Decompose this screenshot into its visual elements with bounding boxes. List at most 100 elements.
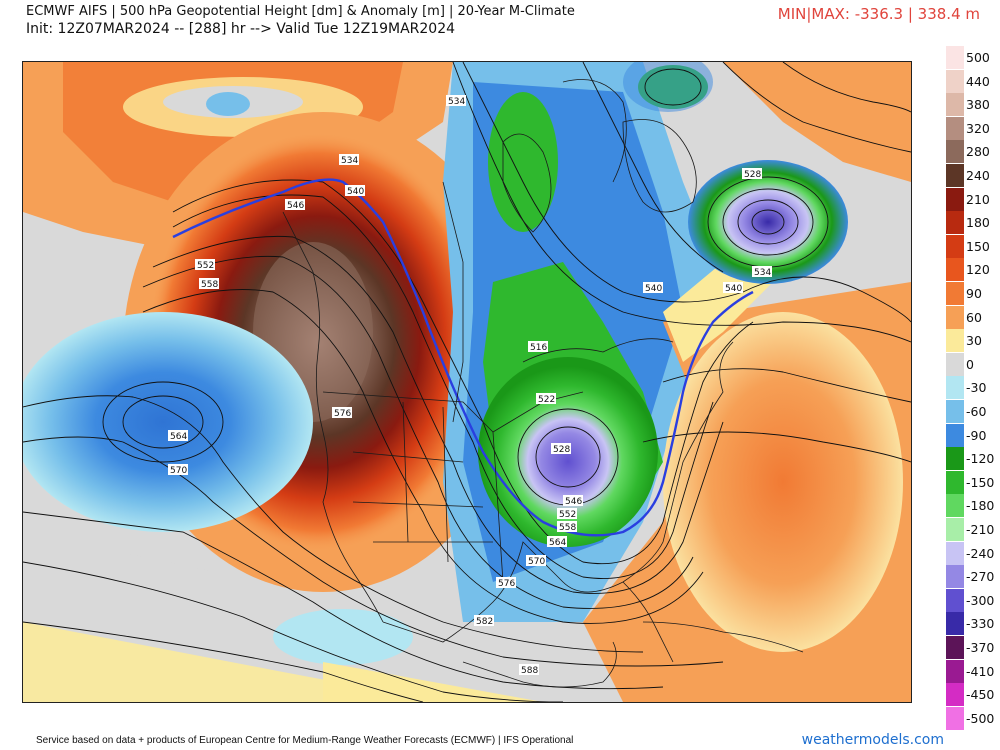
legend-swatch (946, 612, 964, 636)
init-valid-time: Init: 12Z07MAR2024 -- [288] hr --> Valid… (26, 21, 456, 37)
legend-swatch (946, 305, 964, 329)
legend-item: -300 (946, 588, 1000, 612)
anomaly-legend: 500 440 380 320 280 240 210 180 150 120 90 60 30 0 -30… (946, 46, 1000, 733)
legend-swatch (946, 140, 964, 164)
contour-label: 528 (744, 170, 761, 180)
legend-swatch (946, 659, 964, 683)
legend-swatch (946, 706, 964, 730)
legend-item: -370 (946, 636, 1000, 659)
contour-labels: 534 540 546 552 558 564 570 576 582 588 … (168, 95, 772, 676)
contour-label: 564 (549, 538, 566, 548)
legend-label: 180 (966, 215, 990, 231)
height-contours (23, 62, 911, 702)
legend-swatch (946, 423, 964, 447)
zero-anomaly-line (172, 178, 754, 537)
legend-swatch (946, 258, 964, 282)
contour-label: 552 (559, 510, 576, 520)
legend-swatch (946, 683, 964, 707)
legend-swatch (946, 518, 964, 541)
legend-item: -240 (946, 541, 1000, 565)
legend-label: -180 (966, 498, 995, 514)
legend-label: -240 (966, 545, 995, 561)
legend-item: -210 (946, 518, 1000, 541)
legend-swatch (946, 211, 964, 235)
contour-label: 564 (170, 432, 187, 442)
legend-label: 320 (966, 120, 990, 136)
legend-swatch (946, 234, 964, 258)
legend-item: 500 (946, 46, 1000, 69)
legend-swatch (946, 69, 964, 93)
legend-item: 0 (946, 352, 1000, 376)
legend-item: -410 (946, 659, 1000, 683)
legend-label: -370 (966, 640, 995, 655)
legend-item: -150 (946, 470, 1000, 494)
legend-item: 240 (946, 164, 1000, 187)
legend-label: -300 (966, 592, 995, 608)
legend-label: 440 (966, 73, 990, 89)
contour-label: 546 (287, 201, 304, 211)
contour-label: 558 (201, 280, 218, 290)
contour-label: 576 (498, 579, 515, 589)
legend-label: -120 (966, 451, 995, 467)
legend-swatch (946, 588, 964, 612)
min-max-readout: MIN|MAX: -336.3 | 338.4 m (777, 5, 980, 23)
legend-item: 150 (946, 234, 1000, 258)
legend-label: -330 (966, 616, 995, 632)
legend-label: -30 (966, 380, 987, 396)
legend-swatch (946, 116, 964, 140)
legend-swatch (946, 352, 964, 376)
legend-item: -120 (946, 447, 1000, 471)
legend-swatch (946, 494, 964, 518)
contour-label: 582 (477, 617, 494, 627)
legend-item: 60 (946, 305, 1000, 329)
contour-label: 546 (565, 497, 582, 507)
legend-label: 280 (966, 144, 990, 160)
legend-item: -180 (946, 494, 1000, 518)
legend-label: -500 (966, 710, 995, 726)
legend-swatch (946, 46, 964, 69)
contour-label: 558 (559, 523, 576, 533)
legend-item: -330 (946, 612, 1000, 636)
legend-label: 60 (966, 309, 982, 325)
map-title: ECMWF AIFS | 500 hPa Geopotential Height… (26, 4, 575, 19)
legend-label: 240 (966, 168, 990, 183)
legend-label: 380 (966, 97, 990, 113)
contour-label: 570 (528, 557, 545, 567)
legend-label: 500 (966, 50, 990, 65)
legend-swatch (946, 541, 964, 565)
contour-label: 534 (448, 97, 465, 107)
legend-label: 90 (966, 286, 982, 301)
legend-swatch (946, 447, 964, 471)
legend-item: 440 (946, 69, 1000, 93)
contour-label: 588 (521, 666, 538, 676)
legend-swatch (946, 470, 964, 494)
anomaly-fill (23, 62, 911, 702)
brand-link[interactable]: weathermodels.com (801, 732, 944, 748)
legend-item: 320 (946, 116, 1000, 140)
legend-label: -450 (966, 687, 995, 703)
footer-credit: Service based on data + products of Euro… (36, 735, 574, 746)
contour-label: 540 (347, 187, 364, 197)
legend-label: 0 (966, 356, 974, 372)
legend-item: -450 (946, 683, 1000, 707)
legend-label: -410 (966, 663, 995, 679)
legend-item: 180 (946, 211, 1000, 235)
legend-label: 210 (966, 191, 990, 207)
legend-item: 90 (946, 282, 1000, 305)
legend-swatch (946, 329, 964, 353)
contour-label: 582 (476, 617, 493, 627)
legend-swatch (946, 636, 964, 659)
legend-swatch (946, 93, 964, 117)
contour-label: 576 (334, 409, 351, 419)
legend-label: 30 (966, 333, 982, 349)
legend-label: 120 (966, 262, 990, 278)
legend-item: -60 (946, 400, 1000, 423)
legend-swatch (946, 282, 964, 305)
legend-item: 30 (946, 329, 1000, 353)
legend-label: -210 (966, 522, 995, 537)
legend-item: -90 (946, 423, 1000, 447)
legend-label: -150 (966, 474, 995, 490)
legend-swatch (946, 376, 964, 400)
legend-label: 150 (966, 238, 990, 254)
legend-item: -30 (946, 376, 1000, 400)
